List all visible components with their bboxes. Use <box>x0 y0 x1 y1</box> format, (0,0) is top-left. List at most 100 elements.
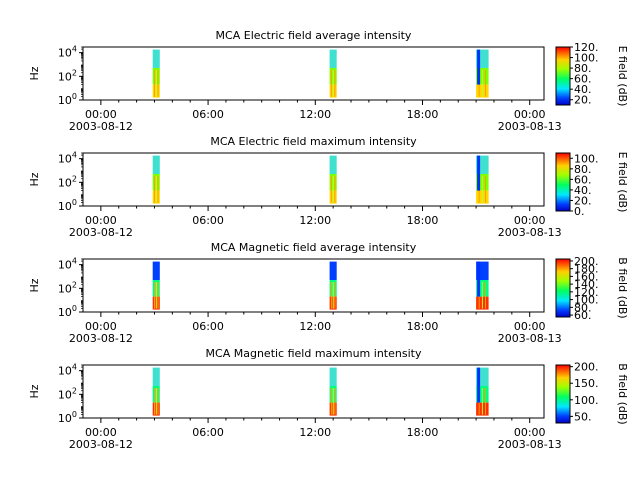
y-axis-label: Hz <box>28 384 41 398</box>
x-tick-label: 12:00 <box>299 320 331 333</box>
axes-frame <box>82 258 545 313</box>
colorbar-tick-label: 140. <box>574 278 599 291</box>
colorbar <box>555 46 571 106</box>
spectrogram-block <box>329 367 337 386</box>
spectrogram-block <box>329 261 337 280</box>
y-tick-label: 100 <box>58 92 77 107</box>
x-tick-label: 00:00 <box>514 320 546 333</box>
colorbar-label: B field (dB) <box>616 363 629 424</box>
y-axis-label: Hz <box>28 172 41 186</box>
axes-frame <box>82 364 545 419</box>
x-tick-label: 00:00 <box>514 108 546 121</box>
x-tick-label: 00:00 <box>514 214 546 227</box>
colorbar-tick-label: 0. <box>574 205 585 218</box>
x-tick-label: 00:00 <box>85 214 117 227</box>
y-axis-label: Hz <box>28 66 41 80</box>
spectrogram-stripe <box>477 155 481 191</box>
colorbar-tick-label: 50. <box>574 410 592 423</box>
colorbar-tick-label: 120. <box>574 286 599 299</box>
y-tick-label: 100 <box>58 304 77 319</box>
x-tick-label: 06:00 <box>192 108 224 121</box>
colorbar <box>555 152 571 212</box>
colorbar-tick-label: 60. <box>574 173 592 186</box>
colorbar-tick-label: 100. <box>574 394 599 407</box>
colorbar-label: E field (dB) <box>616 152 629 213</box>
x-tick-label: 00:00 <box>514 426 546 439</box>
spectrogram-stripe <box>477 261 481 297</box>
y-tick-label: 100 <box>58 198 77 213</box>
axes-frame <box>82 46 545 101</box>
panel-title: MCA Electric field average intensity <box>216 29 412 42</box>
x-tick-date-label: 2003-08-12 <box>69 120 133 133</box>
colorbar-tick-label: 40. <box>574 184 592 197</box>
y-tick-label: 102 <box>58 174 77 189</box>
colorbar-tick-label: 80. <box>574 62 592 75</box>
x-tick-label: 12:00 <box>299 214 331 227</box>
colorbar-label: E field (dB) <box>616 46 629 107</box>
panel-3: MCA Magnetic field average intensity Hz 00… <box>28 241 629 345</box>
panel-2: MCA Electric field maximum intensity Hz 00… <box>28 135 629 239</box>
colorbar-tick-label: 180. <box>574 263 599 276</box>
panel-4: MCA Magnetic field maximum intensity Hz 00… <box>28 347 629 451</box>
y-tick-label: 104 <box>58 257 77 272</box>
colorbar-tick-label: 100. <box>574 52 599 65</box>
x-tick-label: 18:00 <box>407 214 439 227</box>
spectrogram-block <box>329 49 337 68</box>
colorbar-tick-label: 20. <box>574 94 592 107</box>
x-tick-label: 00:00 <box>85 320 117 333</box>
x-tick-label: 18:00 <box>407 108 439 121</box>
y-tick-label: 102 <box>58 386 77 401</box>
x-tick-label: 12:00 <box>299 108 331 121</box>
x-tick-label: 06:00 <box>192 426 224 439</box>
colorbar-tick-label: 200. <box>574 255 599 268</box>
y-tick-label: 104 <box>58 363 77 378</box>
colorbar-tick-label: 160. <box>574 270 599 283</box>
colorbar <box>555 364 571 424</box>
colorbar-tick-label: 200. <box>574 361 599 374</box>
colorbar-tick-label: 20. <box>574 194 592 207</box>
panel-title: MCA Magnetic field average intensity <box>211 241 417 254</box>
x-tick-label: 06:00 <box>192 320 224 333</box>
colorbar-tick-label: 40. <box>574 83 592 96</box>
x-tick-date-label: 2003-08-13 <box>498 438 562 451</box>
spectrogram-stripe <box>477 367 481 403</box>
x-tick-label: 18:00 <box>407 320 439 333</box>
spectrogram-stripe <box>477 49 481 85</box>
colorbar <box>555 258 571 318</box>
y-tick-label: 102 <box>58 68 77 83</box>
colorbar-tick-label: 120. <box>574 41 599 54</box>
x-tick-label: 12:00 <box>299 426 331 439</box>
x-tick-date-label: 2003-08-12 <box>69 332 133 345</box>
x-tick-date-label: 2003-08-12 <box>69 226 133 239</box>
panel-title: MCA Electric field maximum intensity <box>210 135 417 148</box>
spectrogram-block <box>329 155 337 174</box>
y-tick-label: 100 <box>58 410 77 425</box>
x-tick-date-label: 2003-08-12 <box>69 438 133 451</box>
x-tick-date-label: 2003-08-13 <box>498 226 562 239</box>
axes-frame <box>82 152 545 207</box>
colorbar-tick-label: 100. <box>574 152 599 165</box>
colorbar-tick-label: 150. <box>574 377 599 390</box>
panel-1: MCA Electric field average intensity Hz 00… <box>28 29 629 133</box>
y-tick-label: 104 <box>58 151 77 166</box>
y-tick-label: 102 <box>58 280 77 295</box>
spectrogram-block <box>152 367 160 386</box>
colorbar-tick-label: 80. <box>574 301 592 314</box>
y-tick-label: 104 <box>58 45 77 60</box>
spectrogram-block <box>152 49 160 68</box>
x-tick-label: 06:00 <box>192 214 224 227</box>
panel-title: MCA Magnetic field maximum intensity <box>206 347 422 360</box>
colorbar-tick-label: 100. <box>574 294 599 307</box>
colorbar-tick-label: 60. <box>574 73 592 86</box>
colorbar-tick-label: 80. <box>574 163 592 176</box>
x-tick-label: 00:00 <box>85 426 117 439</box>
x-tick-date-label: 2003-08-13 <box>498 120 562 133</box>
colorbar-label: B field (dB) <box>616 257 629 318</box>
x-tick-date-label: 2003-08-13 <box>498 332 562 345</box>
spectrogram-block <box>152 155 160 174</box>
colorbar-tick-label: 60. <box>574 309 592 322</box>
y-axis-label: Hz <box>28 278 41 292</box>
spectrogram-block <box>152 261 160 280</box>
x-tick-label: 00:00 <box>85 108 117 121</box>
